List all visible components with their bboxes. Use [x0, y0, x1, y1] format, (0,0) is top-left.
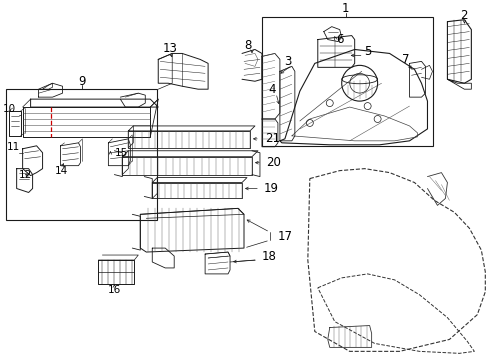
- Text: 21: 21: [264, 132, 279, 145]
- Text: 11: 11: [7, 142, 20, 152]
- Text: 14: 14: [55, 166, 68, 176]
- Text: 8: 8: [244, 39, 251, 52]
- Text: 19: 19: [264, 182, 278, 195]
- Text: 1: 1: [341, 2, 349, 15]
- Text: 12: 12: [19, 170, 32, 180]
- Text: 5: 5: [363, 45, 370, 58]
- Text: 15: 15: [114, 148, 127, 158]
- Text: 6: 6: [335, 33, 343, 46]
- Text: 7: 7: [401, 53, 408, 66]
- Text: 13: 13: [163, 42, 177, 55]
- Text: 2: 2: [460, 9, 467, 22]
- Bar: [6, 89, 157, 220]
- Text: 10: 10: [2, 104, 16, 114]
- Bar: [262, 17, 432, 146]
- Text: 18: 18: [262, 249, 276, 262]
- Text: 9: 9: [79, 75, 86, 88]
- Text: 17: 17: [277, 230, 292, 243]
- Text: 16: 16: [107, 285, 121, 295]
- Text: 4: 4: [267, 83, 275, 96]
- Text: 20: 20: [265, 156, 280, 169]
- Text: 3: 3: [284, 55, 291, 68]
